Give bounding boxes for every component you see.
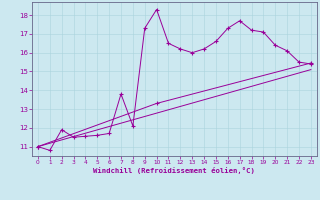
X-axis label: Windchill (Refroidissement éolien,°C): Windchill (Refroidissement éolien,°C) (93, 167, 255, 174)
